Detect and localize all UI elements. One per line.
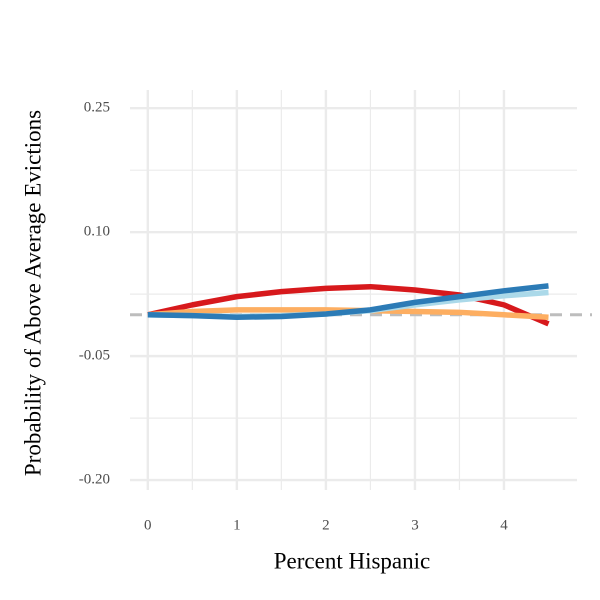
x-tick-label: 0 bbox=[144, 517, 152, 533]
y-tick-label: -0.05 bbox=[79, 348, 110, 364]
y-tick-label: 0.10 bbox=[84, 224, 110, 240]
series-line bbox=[147, 283, 549, 321]
x-tick-label: 4 bbox=[500, 517, 508, 533]
y-tick-label: 0.25 bbox=[84, 100, 110, 116]
x-axis-title: Percent Hispanic bbox=[274, 548, 430, 573]
x-tick-label: 3 bbox=[411, 517, 419, 533]
y-tick-label: -0.20 bbox=[79, 472, 110, 488]
x-tick-label: 1 bbox=[233, 517, 241, 533]
x-tick-label: 2 bbox=[322, 517, 330, 533]
y-axis-title: Probability of Above Average Evictions bbox=[20, 110, 45, 476]
